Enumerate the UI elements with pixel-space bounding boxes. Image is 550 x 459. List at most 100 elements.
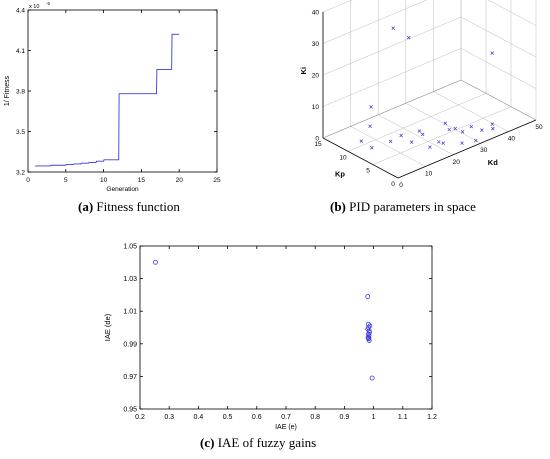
a-y-tick-label: 4.1 (16, 48, 25, 55)
a-x-tick-label: 20 (176, 177, 184, 184)
a-x-tick-label: 0 (26, 177, 30, 184)
caption-pid-parameters: (b) PID parameters in space (330, 199, 476, 215)
b-data-point (460, 130, 465, 134)
b-kp-axis-label: Kp (335, 170, 345, 179)
b-data-point (491, 126, 495, 131)
b-grid-line (487, 0, 537, 26)
c-data-point (366, 338, 372, 343)
c-x-tick-label: 1.1 (398, 414, 408, 421)
c-y-tick-label: 0.97 (123, 374, 137, 381)
b-grid-line (433, 91, 509, 132)
c-x-tick-label: 0.5 (223, 414, 233, 421)
b-data-point (369, 105, 373, 109)
b-data-point (443, 121, 448, 125)
b-data-point (441, 141, 445, 145)
c-x-tick-label: 0.9 (340, 414, 350, 421)
c-x-tick-label: 0.6 (252, 414, 262, 421)
b-kp-tick-label: 15 (314, 141, 322, 148)
b-kd-tick-label: 10 (425, 170, 433, 177)
b-kd-axis-label: Kd (488, 158, 498, 167)
b-grid-line (322, 16, 462, 76)
b-data-point (453, 126, 458, 131)
b-grid-line (350, 126, 426, 167)
b-data-point (474, 138, 478, 143)
caption-letter-c: (c) (200, 435, 215, 450)
caption-text-b: PID parameters in space (345, 199, 476, 214)
b-kp-tick-label: 5 (366, 168, 370, 175)
c-x-tick-label: 0.2 (135, 414, 145, 421)
b-kp-tick-label: 10 (339, 154, 347, 161)
c-y-tick-label: 1.05 (123, 244, 137, 251)
b-grid-line (372, 106, 512, 165)
c-x-tick-label: 1.2 (427, 414, 437, 421)
b-kd-tick-label: 0 (399, 182, 403, 189)
c-data-point (365, 326, 371, 332)
c-x-tick-label: 0.3 (164, 414, 174, 421)
c-x-tick-label: 0.7 (281, 414, 291, 421)
c-data-point (366, 335, 372, 341)
a-y-tick-label: 3.5 (16, 129, 25, 136)
b-grid-line (322, 0, 428, 44)
caption-letter-b: (b) (330, 199, 346, 214)
c-data-point (365, 294, 371, 299)
c-data-point (369, 375, 375, 381)
c-data-point (367, 323, 373, 329)
b-ki-tick-label: 10 (312, 104, 320, 111)
a-y-tick-label: 3.2 (16, 170, 25, 177)
a-x-axis-label: Generation (106, 186, 139, 193)
b-axis-edge (322, 137, 399, 179)
b-kd-tick-label: 30 (480, 147, 488, 154)
b-ki-tick-label: 30 (312, 41, 320, 48)
b-ki-tick-label: 0 (315, 136, 319, 143)
b-data-point (368, 124, 372, 129)
b-data-point (460, 141, 464, 145)
a-y-tick-label: 4.4 (16, 8, 25, 15)
b-kp-tick-label: 0 (391, 181, 395, 188)
b-grid-line (322, 48, 462, 107)
caption-iae-fuzzy-gains: (c) IAE of fuzzy gains (200, 435, 316, 451)
a-y-exponent-power: -5 (46, 1, 50, 6)
a-y-axis-label: 1/ Fitness (4, 75, 11, 106)
b-data-point (399, 133, 403, 138)
b-data-point (359, 139, 364, 143)
b-grid-line (347, 93, 487, 152)
b-data-point (388, 139, 393, 144)
a-x-tick-label: 25 (213, 177, 221, 184)
b-grid-line (460, 48, 537, 89)
b-data-point (490, 122, 495, 126)
b-grid-line (378, 114, 454, 156)
caption-text-a: Fitness function (93, 199, 180, 214)
b-axis-edge (397, 119, 537, 179)
caption-fitness-function: (a) Fitness function (78, 199, 180, 215)
b-axis-edge (322, 79, 462, 139)
c-y-tick-label: 1.03 (123, 276, 137, 283)
b-kd-tick-label: 40 (508, 136, 516, 143)
b-grid-line (405, 102, 481, 144)
b-data-point (420, 132, 425, 137)
a-x-tick-label: 15 (138, 177, 146, 184)
c-data-point (153, 259, 158, 265)
a-y-exponent: x 10 (29, 4, 39, 10)
c-y-tick-label: 1.01 (123, 309, 137, 316)
a-y-tick-label: 3.8 (16, 89, 25, 96)
b-ki-tick-label: 20 (312, 73, 320, 80)
caption-letter-a: (a) (78, 199, 94, 214)
c-x-tick-label: 1 (372, 414, 376, 421)
b-data-point (406, 35, 411, 40)
a-x-tick-label: 5 (64, 177, 68, 184)
b-kd-tick-label: 20 (453, 159, 461, 166)
b-data-point (469, 124, 474, 129)
b-data-point (428, 145, 432, 149)
c-plot-frame (139, 245, 433, 410)
a-plot-frame (27, 9, 218, 173)
b-grid-line (322, 0, 353, 13)
a-series-line (35, 33, 180, 167)
b-data-point (391, 26, 395, 31)
c-y-tick-label: 0.95 (123, 407, 137, 414)
b-grid-line (460, 16, 537, 58)
c-y-axis-label: IAE (de) (103, 313, 112, 341)
c-x-tick-label: 0.8 (310, 414, 320, 421)
b-ki-axis-label: Ki (299, 67, 308, 75)
c-x-axis-label: IAE (e) (275, 424, 297, 431)
